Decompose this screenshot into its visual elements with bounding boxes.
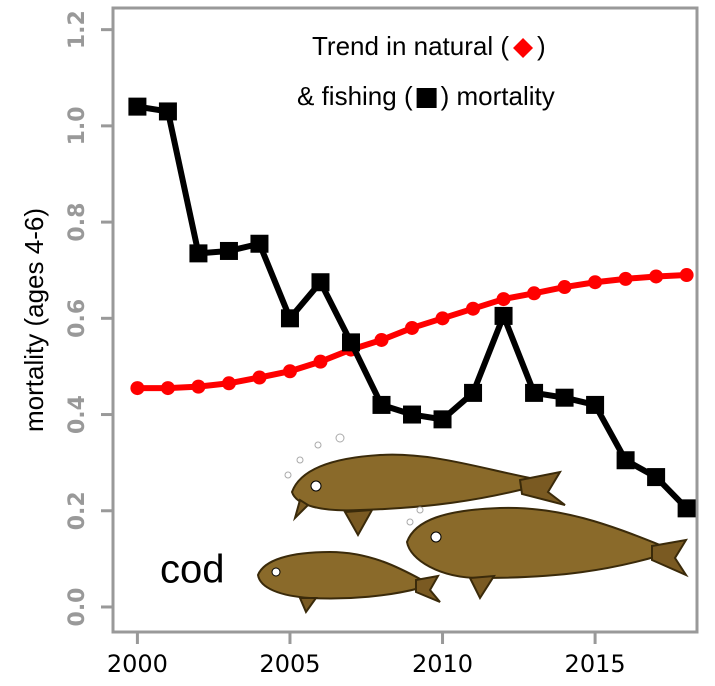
legend-symbol — [513, 38, 533, 58]
data-point — [252, 370, 266, 384]
x-tick-label: 2010 — [412, 650, 473, 678]
data-point — [556, 389, 574, 407]
data-point — [373, 396, 391, 414]
y-tick-label: 1.0 — [65, 106, 90, 145]
data-point — [313, 355, 327, 369]
x-tick-label: 2015 — [565, 650, 626, 678]
y-tick-label: 1.2 — [65, 10, 90, 49]
y-tick-label: 0.6 — [65, 299, 90, 338]
data-point — [617, 451, 635, 469]
data-point — [283, 364, 297, 378]
data-point — [405, 321, 419, 335]
data-point — [222, 376, 236, 390]
annotation-text: & fishing ( — [297, 81, 413, 111]
image-label: cod — [160, 548, 225, 592]
legend-symbol — [417, 88, 437, 108]
annotation-text: Trend in natural ( — [312, 31, 509, 61]
y-tick-label: 0.4 — [65, 395, 90, 434]
data-point — [495, 307, 513, 325]
chart: cod mortality (ages 4-6) 0.0 0.2 0.4 0.6 0.8… — [0, 0, 715, 686]
data-point — [311, 273, 329, 291]
data-point — [434, 410, 452, 428]
data-point — [250, 235, 268, 253]
data-point — [464, 384, 482, 402]
data-point — [497, 292, 511, 306]
data-point — [619, 272, 633, 286]
x-tick-label: 2000 — [107, 650, 168, 678]
data-point — [159, 102, 177, 120]
y-tick-label: 0.0 — [65, 587, 90, 626]
data-point — [342, 333, 360, 351]
data-point — [220, 242, 238, 260]
data-point — [191, 380, 205, 394]
y-tick-label: 0.8 — [65, 203, 90, 242]
data-point — [680, 268, 694, 282]
annotation-text: ) — [537, 31, 546, 61]
data-point — [525, 384, 543, 402]
x-tick-label: 2005 — [259, 650, 320, 678]
y-tick-label: 0.2 — [65, 491, 90, 530]
data-point — [403, 406, 421, 424]
data-point — [586, 396, 604, 414]
data-point — [527, 286, 541, 300]
data-point — [189, 244, 207, 262]
series-line — [137, 107, 686, 509]
data-point — [466, 302, 480, 316]
data-point — [649, 269, 663, 283]
data-point — [558, 280, 572, 294]
data-point — [161, 381, 175, 395]
data-point — [678, 499, 696, 517]
y-axis-label: mortality (ages 4-6) — [19, 208, 49, 432]
data-point — [128, 98, 146, 116]
data-point — [647, 468, 665, 486]
data-point — [281, 309, 299, 327]
data-point — [436, 311, 450, 325]
data-point — [130, 381, 144, 395]
data-point — [588, 275, 602, 289]
annotation-text: ) mortality — [441, 81, 555, 111]
data-point — [375, 333, 389, 347]
